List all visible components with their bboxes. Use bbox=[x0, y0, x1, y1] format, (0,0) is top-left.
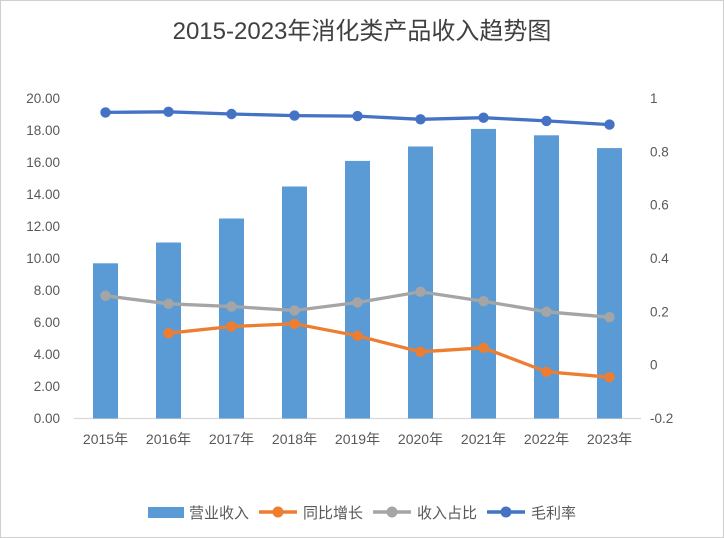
right-axis-tick-label: 1 bbox=[650, 91, 658, 106]
line-path bbox=[166, 322, 612, 379]
line-marker bbox=[163, 298, 174, 309]
left-axis-tick-label: 2.00 bbox=[34, 379, 60, 394]
x-axis-category-label: 2015年 bbox=[83, 431, 128, 447]
left-axis-tick-label: 4.00 bbox=[34, 347, 60, 362]
line-marker bbox=[478, 112, 489, 123]
line-marker bbox=[226, 301, 237, 312]
line-marker bbox=[604, 119, 615, 130]
line-marker bbox=[541, 306, 552, 317]
legend-label-revenue-share: 收入占比 bbox=[417, 504, 478, 522]
line-series bbox=[163, 318, 615, 383]
line-series bbox=[100, 106, 615, 130]
x-axis-category-label: 2019年 bbox=[335, 431, 380, 447]
left-axis-tick-label: 20.00 bbox=[26, 91, 60, 106]
right-axis-tick-label: 0 bbox=[650, 358, 658, 373]
left-axis-tick-label: 8.00 bbox=[34, 283, 60, 298]
line-marker bbox=[604, 312, 615, 323]
left-axis-tick-label: 10.00 bbox=[26, 251, 60, 266]
bar-swatch-icon bbox=[147, 506, 184, 518]
line-marker bbox=[289, 318, 300, 329]
right-axis-tick-label: 0.6 bbox=[650, 198, 669, 213]
bar bbox=[282, 186, 307, 419]
line-marker bbox=[289, 110, 300, 121]
chart-title: 2015-2023年消化类产品收入趋势图 bbox=[172, 18, 552, 45]
line-marker bbox=[478, 342, 489, 353]
left-axis-tick-label: 12.00 bbox=[26, 219, 60, 234]
line-marker bbox=[163, 106, 174, 118]
line-marker bbox=[541, 366, 552, 377]
left-axis-tick-label: 18.00 bbox=[26, 123, 60, 138]
line-marker bbox=[415, 114, 426, 125]
right-axis-tick-label: 0.4 bbox=[650, 251, 669, 266]
x-axis-category-label: 2022年 bbox=[524, 431, 569, 447]
bar bbox=[471, 128, 496, 419]
right-axis-tick-label: 0.2 bbox=[650, 304, 669, 319]
line-marker bbox=[163, 328, 174, 339]
legend-item-revenue-share: 收入占比 bbox=[372, 502, 477, 523]
line-marker bbox=[352, 110, 363, 122]
line-swatch-icon bbox=[487, 506, 526, 518]
left-axis-tick-label: 0.00 bbox=[34, 411, 60, 426]
x-axis-category-label: 2020年 bbox=[398, 431, 443, 447]
x-axis-category-label: 2016年 bbox=[146, 431, 191, 447]
bar-series bbox=[93, 128, 622, 419]
bar bbox=[219, 218, 244, 419]
legend-item-revenue: 营业收入 bbox=[147, 502, 249, 523]
line-series bbox=[100, 286, 615, 323]
right-axis-tick-label: 0.8 bbox=[650, 144, 669, 159]
line-marker bbox=[226, 108, 237, 120]
bar bbox=[345, 160, 370, 419]
x-axis-category-label: 2017年 bbox=[209, 431, 254, 447]
left-axis-tick-label: 16.00 bbox=[26, 155, 60, 170]
line-marker bbox=[352, 297, 363, 308]
line-marker bbox=[541, 115, 552, 127]
legend-item-gross-margin: 毛利率 bbox=[486, 502, 576, 523]
legend-label-yoy-growth: 同比增长 bbox=[302, 504, 363, 522]
line-swatch-icon bbox=[373, 506, 411, 518]
line-marker bbox=[100, 107, 111, 118]
line-marker bbox=[100, 290, 111, 301]
line-swatch-icon bbox=[258, 506, 297, 518]
line-marker bbox=[604, 372, 615, 383]
right-axis-tick-label: -0.2 bbox=[650, 411, 673, 426]
legend-label-revenue: 营业收入 bbox=[188, 504, 249, 522]
left-axis-tick-label: 6.00 bbox=[34, 315, 60, 330]
line-marker bbox=[478, 296, 489, 307]
line-marker bbox=[226, 321, 237, 332]
legend-label-gross-margin: 毛利率 bbox=[531, 504, 577, 522]
legend: 营业收入 同比增长 收入占比 毛利率 bbox=[1, 501, 723, 523]
x-axis-category-label: 2023年 bbox=[587, 431, 632, 447]
line-marker bbox=[289, 305, 300, 316]
bar bbox=[93, 263, 118, 419]
left-axis-tick-label: 14.00 bbox=[26, 187, 60, 202]
x-axis-category-label: 2018年 bbox=[272, 431, 317, 447]
legend-item-yoy-growth: 同比增长 bbox=[258, 502, 363, 523]
line-marker bbox=[415, 346, 426, 357]
x-axis-category-label: 2021年 bbox=[461, 431, 506, 447]
line-marker bbox=[415, 286, 426, 297]
line-marker bbox=[352, 330, 363, 341]
bar bbox=[408, 146, 433, 419]
